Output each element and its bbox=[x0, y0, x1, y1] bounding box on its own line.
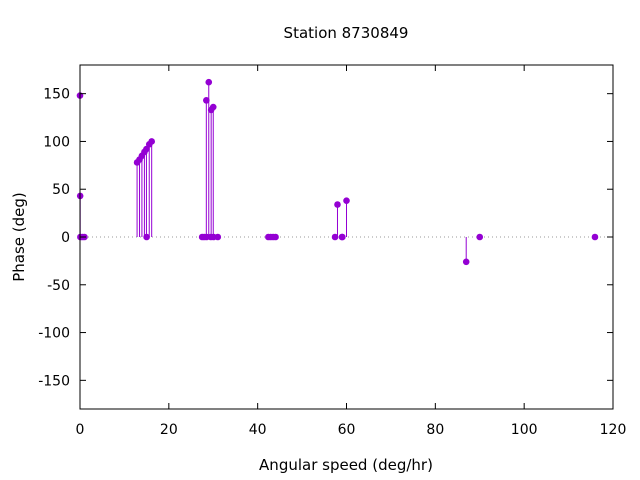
y-tick-label: -100 bbox=[38, 326, 70, 342]
data-point bbox=[339, 233, 346, 241]
chart-title: Station 8730849 bbox=[284, 24, 409, 42]
x-tick-label: 100 bbox=[511, 422, 538, 438]
y-tick-label: 150 bbox=[43, 87, 70, 103]
y-tick-label: 0 bbox=[61, 230, 70, 246]
data-point bbox=[143, 145, 150, 153]
data-point bbox=[476, 233, 484, 241]
y-axis-title: Phase (deg) bbox=[10, 192, 28, 282]
x-tick-label: 40 bbox=[249, 422, 267, 438]
x-tick-label: 20 bbox=[160, 422, 178, 438]
data-point bbox=[214, 233, 222, 241]
y-tick-label: -50 bbox=[47, 278, 70, 294]
x-axis: 0 20 40 60 80 100 120 bbox=[76, 65, 627, 438]
y-axis: -150 -100 -50 0 50 100 150 bbox=[38, 87, 613, 389]
data-point bbox=[148, 138, 155, 145]
x-tick-label: 60 bbox=[338, 422, 356, 438]
x-axis-title: Angular speed (deg/hr) bbox=[259, 456, 433, 474]
data-point bbox=[331, 233, 339, 241]
data-point bbox=[205, 78, 213, 86]
data-point bbox=[334, 201, 341, 208]
x-tick-label: 80 bbox=[426, 422, 444, 438]
plot-area bbox=[76, 78, 613, 266]
y-tick-label: 50 bbox=[52, 182, 70, 198]
data-point bbox=[209, 103, 217, 111]
x-tick-label: 0 bbox=[76, 422, 85, 438]
data-point bbox=[462, 258, 470, 266]
y-tick-label: 100 bbox=[43, 134, 70, 150]
data-point bbox=[143, 233, 150, 241]
data-point bbox=[272, 233, 279, 241]
y-tick-label: -150 bbox=[38, 373, 70, 389]
data-point bbox=[203, 97, 210, 104]
data-point bbox=[343, 197, 350, 204]
data-point bbox=[591, 233, 599, 241]
x-tick-label: 120 bbox=[600, 422, 627, 438]
